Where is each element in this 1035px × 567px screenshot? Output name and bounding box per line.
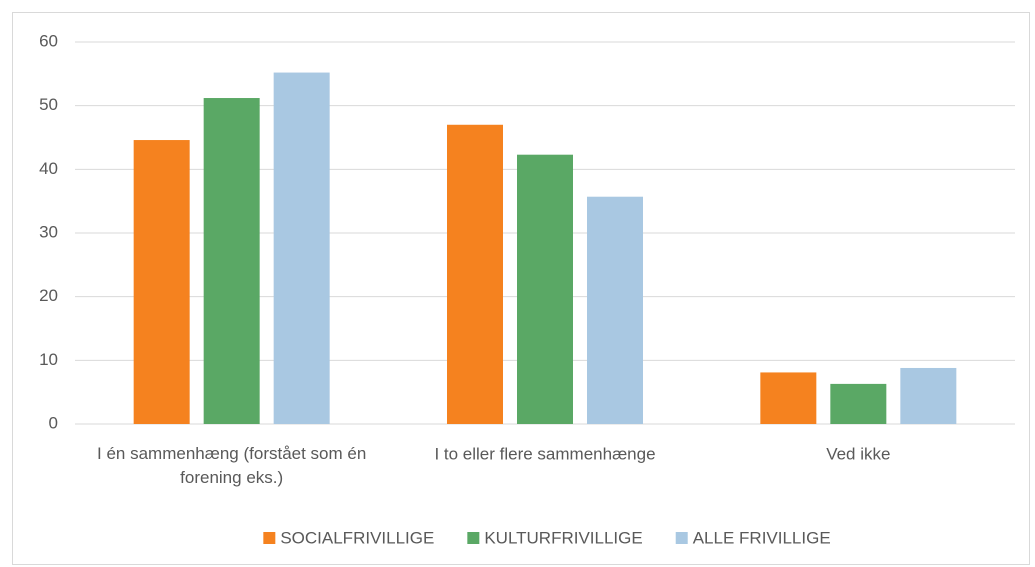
legend-label: KULTURFRIVILLIGE [484,528,642,547]
x-tick-label: I én sammenhæng (forstået som én forening… [97,444,366,487]
x-tick-label-line: forening eks.) [180,468,283,487]
y-tick-label: 50 [39,95,58,114]
bar [587,196,643,424]
y-tick-label: 10 [39,350,58,369]
bar [203,98,260,424]
y-tick-label: 60 [39,31,58,50]
x-tick-label: Ved ikke [826,444,890,463]
chart-border [12,12,1030,565]
legend-label: SOCIALFRIVILLIGE [280,528,434,547]
legend-swatch [467,532,480,544]
y-tick-label: 20 [39,286,58,305]
y-tick-label: 40 [39,159,58,178]
bar [830,383,887,424]
bar [517,154,573,424]
y-tick-label: 30 [39,222,58,241]
bar [273,72,330,424]
bar [760,372,817,424]
x-tick-label: I to eller flere sammenhænge [434,444,655,463]
bar [447,124,503,425]
legend-swatch [675,532,688,544]
legend-label: ALLE FRIVILLIGE [693,528,831,547]
legend-swatch [263,532,276,544]
x-tick-label-line: I én sammenhæng (forstået som én [97,444,366,463]
legend: SOCIALFRIVILLIGE KULTURFRIVILLIGE ALLE FRI… [263,528,831,547]
bar [133,140,190,424]
y-tick-label: 0 [49,413,58,432]
bar [900,367,957,424]
